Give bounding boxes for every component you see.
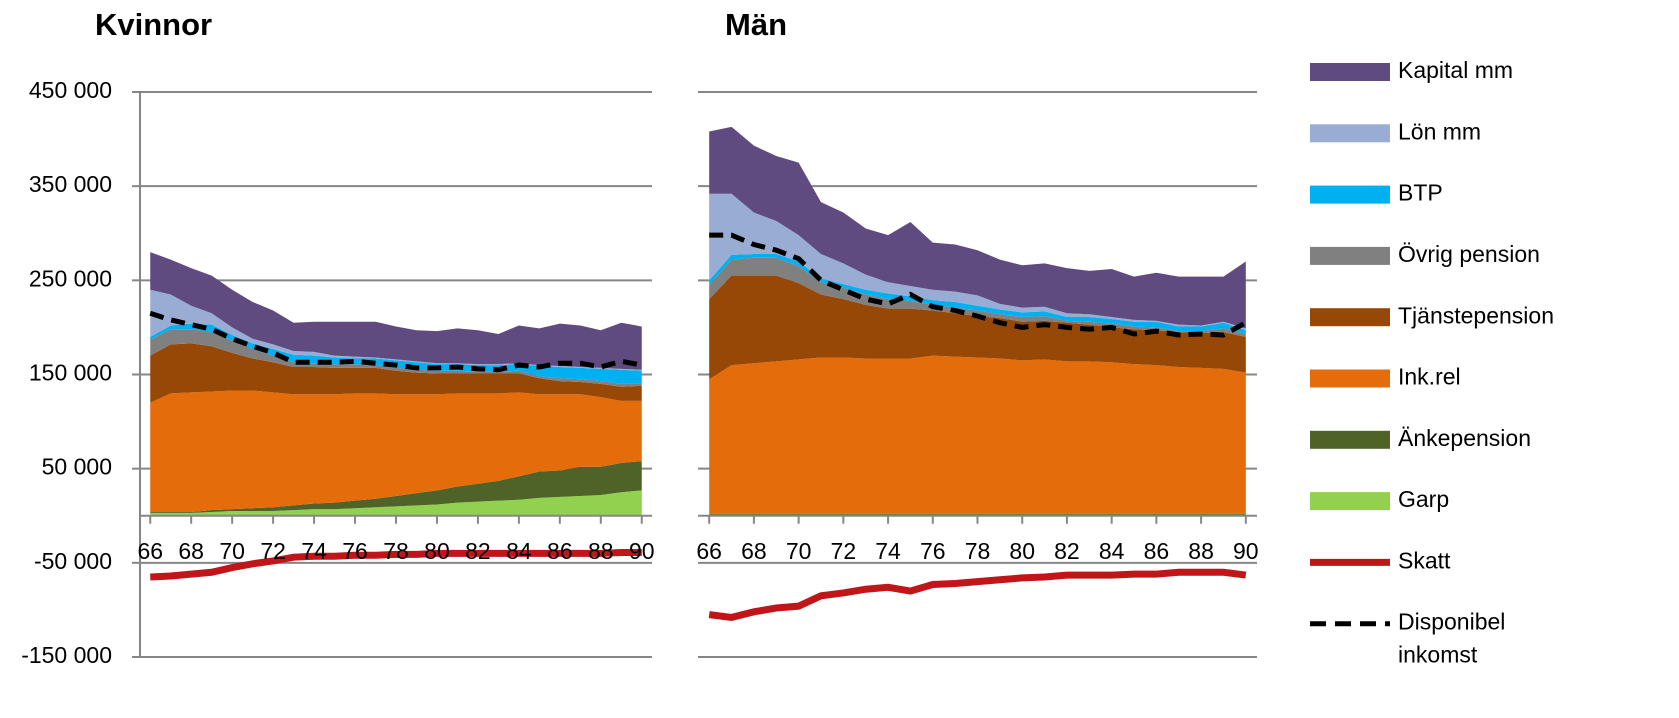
legend-swatch [1310,124,1390,143]
x-tick-label: 88 [588,538,614,564]
legend-label: Garp [1398,486,1449,512]
x-tick-label: 72 [260,538,286,564]
legend-swatch [1310,492,1390,511]
legend-label: Ink.rel [1398,364,1461,390]
x-tick-label: 82 [1054,538,1080,564]
tax-line [150,548,642,581]
area [709,257,1246,337]
legend-label: Änkepension [1398,425,1531,451]
legend-label: Övrig pension [1398,241,1540,267]
x-tick-label: 76 [342,538,368,564]
x-tick-label: 84 [1099,538,1125,564]
x-tick-label: 86 [1144,538,1170,564]
x-tick-label: 86 [547,538,573,564]
legend-label: Skatt [1398,547,1451,573]
x-tick-label: 80 [1009,538,1035,564]
x-tick-label: 78 [965,538,991,564]
legend-swatch [1310,369,1390,388]
area [709,275,1246,380]
x-tick-label: 72 [831,538,857,564]
y-tick-label: 50 000 [42,454,112,480]
tax-line [708,568,1247,622]
area [150,329,642,387]
area [150,461,642,513]
y-tick-label: -150 000 [21,642,112,668]
area [150,390,642,512]
area [709,513,1246,515]
x-tick-label: 70 [786,538,812,564]
x-tick-label: 84 [506,538,532,564]
y-tick-label: -50 000 [34,548,112,574]
area [709,193,1246,331]
legend-label: Tjänstepension [1398,302,1554,328]
x-tick-label: 70 [219,538,245,564]
panel-title: Män [725,7,787,42]
panel-title: Kvinnor [95,7,212,42]
area [150,323,642,384]
area [150,490,642,516]
legend-swatch [1310,246,1390,265]
y-tick-label: 250 000 [29,265,112,291]
x-tick-label: 82 [465,538,491,564]
y-tick-label: 150 000 [29,360,112,386]
legend-swatch [1310,185,1390,204]
x-tick-label: 80 [424,538,450,564]
x-tick-label: 66 [696,538,722,564]
y-tick-label: 450 000 [29,77,112,103]
x-tick-label: 78 [383,538,409,564]
x-tick-label: 74 [301,538,327,564]
legend-label: BTP [1398,180,1443,206]
x-tick-label: 76 [920,538,946,564]
dashed-line [709,232,1248,338]
x-tick-label: 66 [137,538,163,564]
x-tick-label: 90 [629,538,655,564]
legend-label: Lön mm [1398,118,1481,144]
x-tick-label: 68 [741,538,767,564]
x-tick-label: 90 [1233,538,1259,564]
legend-swatch [1310,430,1390,449]
area [709,355,1246,514]
legend-swatch [1310,308,1390,327]
legend-label: Kapital mm [1398,57,1513,83]
x-tick-label: 68 [178,538,204,564]
area [150,252,642,370]
dashed-line [149,310,643,373]
x-tick-label: 88 [1188,538,1214,564]
x-tick-label: 74 [875,538,901,564]
legend-label: Disponibel inkomst [1398,609,1505,668]
y-tick-label: 350 000 [29,171,112,197]
area [150,343,642,403]
legend-swatch [1310,63,1390,81]
area [709,126,1246,329]
